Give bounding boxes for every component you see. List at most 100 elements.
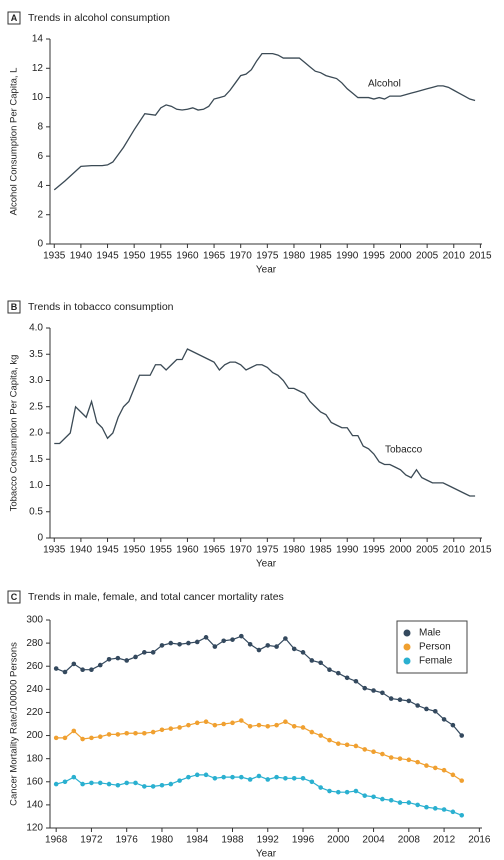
data-point [212,722,218,728]
x-tick-label: 1945 [96,251,119,262]
data-point [424,763,429,768]
x-tick-label: 1985 [309,251,332,262]
data-point [432,765,438,771]
x-tick-label: 1935 [43,545,66,556]
legend-marker [403,629,411,637]
data-point [177,641,182,647]
x-axis-title: Year [256,849,277,860]
data-point [89,780,94,786]
data-point [388,755,394,760]
y-tick-label: 240 [26,684,43,695]
data-point [274,644,279,649]
data-point [362,793,368,798]
x-tick-label: 1950 [123,545,146,556]
x-tick-label: 1990 [336,545,359,556]
legend-label: Person [419,642,451,653]
data-point [388,696,394,701]
x-tick-label: 1965 [203,545,226,556]
x-tick-label: 1955 [150,251,173,262]
y-tick-label: 2.0 [29,428,43,439]
data-point [168,726,174,731]
data-point [115,782,121,788]
x-tick-label: 1995 [363,251,386,262]
y-tick-label: 12 [32,63,44,74]
data-point [221,638,226,644]
panel-box [7,11,21,25]
x-tick-label: 1984 [186,835,209,846]
data-point [300,776,306,781]
data-point [177,725,182,730]
data-point [283,719,288,724]
data-point [327,737,332,743]
y-tick-label: 4.0 [29,323,43,334]
data-point [53,666,59,671]
y-tick-label: 300 [26,615,43,626]
data-point [150,650,156,655]
y-tick-label: 2.5 [29,401,43,412]
data-point [186,722,191,728]
data-point [150,729,156,735]
data-point [150,784,156,789]
data-point [362,685,368,691]
x-tick-label: 2010 [443,545,466,556]
data-point [450,809,456,815]
data-point [450,722,456,728]
data-point [247,724,253,729]
data-point [432,708,438,714]
x-tick-label: 2010 [443,251,466,262]
data-point [327,667,332,672]
data-point [62,779,68,785]
x-tick-label: 1980 [151,835,174,846]
data-point [424,804,429,810]
data-point [441,807,447,812]
data-point [441,767,447,773]
x-tick-label: 1945 [96,545,119,556]
data-point [265,777,271,782]
data-point [274,774,279,780]
data-point [239,633,244,639]
data-point [124,730,130,736]
data-point [247,641,253,647]
data-point [62,735,68,741]
data-point [291,724,297,729]
data-point [203,719,209,724]
data-point [194,720,200,726]
data-point [186,774,191,780]
y-tick-label: 0.5 [29,506,43,517]
data-point [221,721,226,727]
data-point [89,735,94,741]
panel-box [7,590,21,604]
y-tick-label: 260 [26,661,43,672]
y-tick-label: 160 [26,776,43,787]
data-point [265,643,271,648]
data-point [353,678,359,684]
legend-marker [403,643,411,651]
x-tick-label: 1940 [70,251,93,262]
y-tick-label: 6 [37,151,43,162]
panel-title: Trends in male, female, and total cancer… [28,591,284,603]
data-point [62,669,68,675]
data-point [380,751,385,757]
data-point [335,741,341,746]
data-point [256,773,262,779]
data-point [441,717,447,722]
data-point [283,636,288,641]
data-point [309,779,315,785]
data-point [186,640,191,646]
data-point [353,788,359,794]
y-tick-label: 3.5 [29,349,43,360]
x-tick-label: 2005 [416,545,439,556]
panel-title: Trends in tobacco consumption [28,301,174,313]
data-point [212,776,218,781]
data-point [203,635,209,640]
data-line [56,774,462,816]
data-point [327,788,332,794]
data-point [380,796,385,802]
legend-label: Male [419,628,441,639]
data-point [300,650,306,655]
data-point [362,747,368,752]
data-point [194,772,200,778]
data-point [397,800,403,805]
y-tick-label: 1.0 [29,480,43,491]
data-point [159,727,165,733]
